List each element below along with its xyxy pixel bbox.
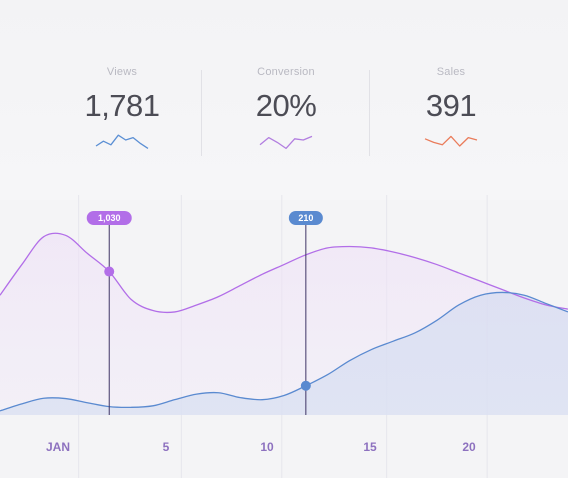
x-tick-label: 20 [462, 440, 476, 454]
stat-label: Sales [436, 66, 466, 78]
axis-band [0, 415, 568, 478]
series-line [0, 291, 568, 412]
stat-views: Views 1,781 [42, 66, 202, 154]
x-tick-label: JAN [46, 440, 70, 454]
stat-value: 391 [425, 88, 477, 123]
stat-label: Views [106, 66, 138, 78]
series-area [0, 292, 568, 415]
x-tick-label: 15 [363, 440, 377, 454]
stat-conversion: Conversion 20% [206, 66, 366, 154]
stat-value: 20% [255, 88, 317, 123]
stat-label: Conversion [257, 66, 315, 78]
marker-point[interactable] [300, 380, 311, 391]
marker-badge [288, 211, 323, 225]
marker-label: 210 [298, 213, 313, 223]
marker-badge [86, 211, 132, 225]
conversion-sparkline [259, 135, 313, 150]
views-sparkline [95, 134, 149, 149]
stats-card: Views 1,781 Conversion 20% Sales 391 [0, 0, 568, 200]
divider [201, 70, 202, 156]
series-line [0, 232, 568, 314]
sales-sparkline [424, 135, 478, 147]
value-marker[interactable]: 1,030 [86, 211, 132, 415]
stat-sales: Sales 391 [371, 66, 531, 154]
divider [369, 70, 370, 156]
x-tick-label: 5 [163, 440, 170, 454]
sparkline [95, 134, 149, 149]
x-tick-label: 10 [260, 440, 274, 454]
value-marker[interactable]: 210 [288, 211, 323, 415]
marker-point[interactable] [104, 266, 115, 277]
marker-label: 1,030 [98, 213, 121, 223]
sparkline [259, 135, 313, 150]
sparkline [424, 135, 478, 147]
stat-value: 1,781 [84, 88, 160, 123]
